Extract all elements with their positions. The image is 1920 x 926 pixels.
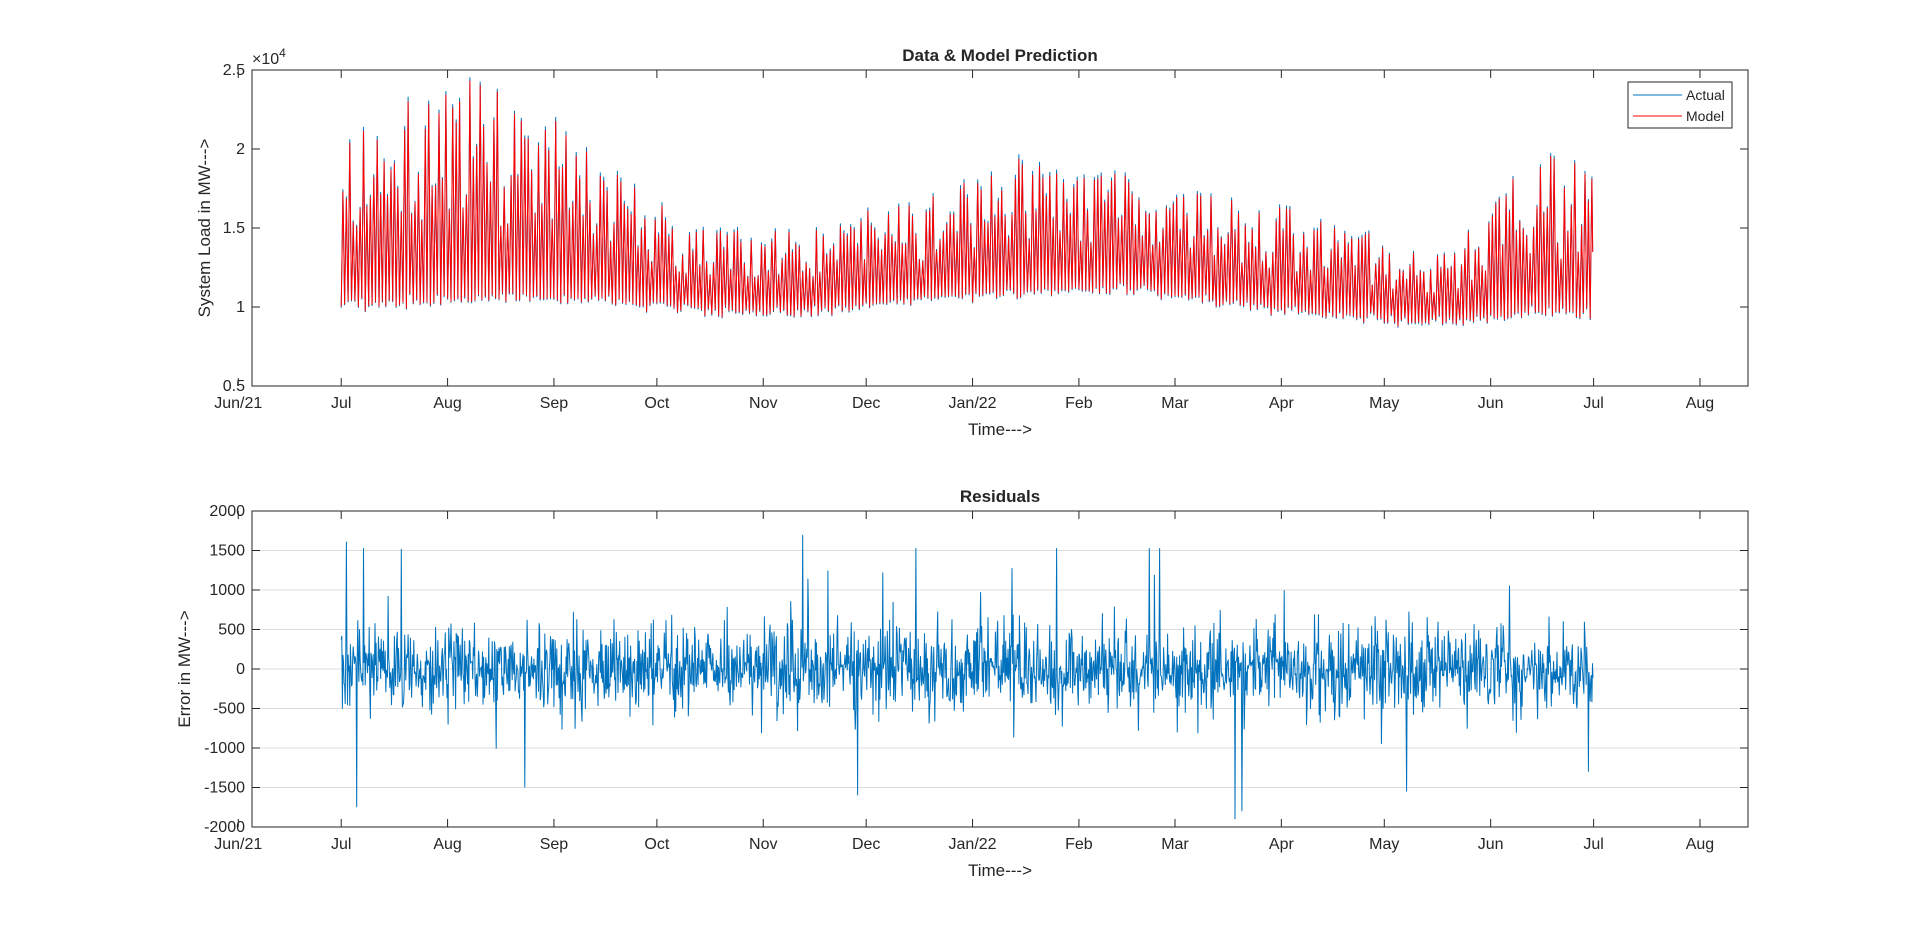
y-tick-label: 2.5 [223, 62, 245, 79]
legend-actual-label: Actual [1686, 87, 1725, 103]
legend-model-label: Model [1686, 108, 1724, 124]
svg-text:×104: ×104 [252, 46, 286, 68]
legend: Actual Model [1627, 81, 1733, 129]
y-tick-label: 1000 [209, 582, 245, 599]
x-tick-label: Jul [1583, 395, 1603, 412]
y-tick-label: -2000 [204, 819, 245, 836]
y-tick-label: 500 [218, 622, 245, 639]
y-tick-label: -1000 [204, 740, 245, 757]
x-tick-label: Mar [1161, 395, 1189, 412]
y-tick-label: 1500 [209, 543, 245, 560]
x-tick-label: Dec [852, 395, 880, 412]
load-x-axis-label: Time---> [968, 420, 1032, 439]
x-tick-label: May [1369, 395, 1399, 412]
residuals-axes: Residuals Jun/21 Jul Aug Sep Oct Nov Dec Jan/22… [175, 487, 1749, 880]
x-tick-label: Oct [644, 836, 669, 853]
model-series-line [340, 80, 1594, 327]
x-tick-label: May [1369, 836, 1399, 853]
x-tick-label: Sep [540, 395, 569, 412]
x-tick-label: Jan/22 [949, 836, 997, 853]
x-tick-label: Jul [331, 395, 351, 412]
residuals-x-axis-label: Time---> [968, 861, 1032, 880]
x-tick-label: Mar [1161, 836, 1189, 853]
y-exponent-label: ×104 [252, 46, 286, 68]
y-tick-label: 1 [236, 299, 245, 316]
x-tick-label: Nov [749, 836, 777, 853]
residuals-series-line [340, 534, 1594, 820]
residuals-y-axis-label: Error in MW---> [175, 610, 194, 727]
x-tick-label: Aug [1686, 836, 1714, 853]
y-tick-label: 0 [236, 661, 245, 678]
x-tick-label: Jun [1478, 836, 1504, 853]
y-tick-label: -500 [213, 701, 245, 718]
legend-box [1627, 81, 1733, 129]
x-tick-label: Aug [433, 395, 461, 412]
x-tick-label: Dec [852, 836, 880, 853]
y-tick-label: 0.5 [223, 378, 245, 395]
load-y-axis-label: System Load in MW---> [195, 139, 214, 318]
x-tick-label: Sep [540, 836, 569, 853]
x-tick-label: Feb [1065, 395, 1093, 412]
x-tick-label: Jun [1478, 395, 1504, 412]
y-exponent-prefix: ×10 [252, 51, 279, 68]
x-tick-label: Jun/21 [214, 395, 262, 412]
x-tick-label: Jul [1583, 836, 1603, 853]
y-exponent-value: 4 [279, 46, 286, 60]
y-tick-label: 2 [236, 141, 245, 158]
y-tick-label: -1500 [204, 780, 245, 797]
x-tick-label: Jan/22 [949, 395, 997, 412]
x-tick-label: Apr [1269, 836, 1295, 853]
x-tick-label: Jun/21 [214, 836, 262, 853]
x-tick-label: Oct [644, 395, 669, 412]
x-tick-label: Jul [331, 836, 351, 853]
load-axes: Data & Model Prediction ×104 Jun/21 Jul Au… [195, 46, 1749, 439]
residuals-chart-title: Residuals [960, 487, 1040, 506]
y-tick-label: 2000 [209, 503, 245, 520]
x-tick-label: Aug [433, 836, 461, 853]
y-tick-label: 1.5 [223, 220, 245, 237]
x-tick-label: Feb [1065, 836, 1093, 853]
x-tick-label: Apr [1269, 395, 1295, 412]
load-chart-title: Data & Model Prediction [902, 46, 1098, 65]
x-tick-label: Nov [749, 395, 777, 412]
x-tick-label: Aug [1686, 395, 1714, 412]
